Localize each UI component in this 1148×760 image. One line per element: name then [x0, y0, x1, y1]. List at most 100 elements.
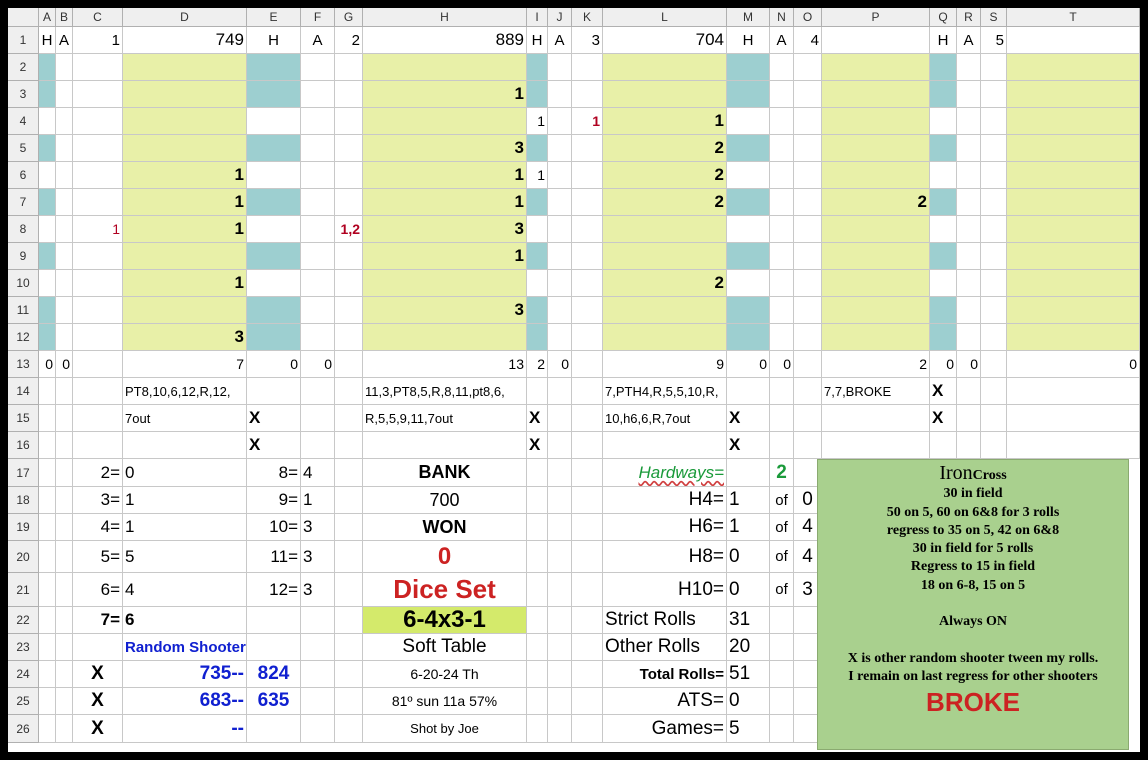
column-header-l[interactable]: L — [603, 8, 727, 27]
cell-n12[interactable] — [770, 324, 794, 351]
cell-s7[interactable] — [981, 189, 1007, 216]
cell-l11[interactable] — [603, 297, 727, 324]
cell-l8[interactable] — [603, 216, 727, 243]
cell-m12[interactable] — [727, 324, 770, 351]
stat-strict-label[interactable]: Strict Rolls — [603, 607, 727, 634]
cell-f2[interactable] — [301, 54, 335, 81]
value-h11[interactable]: 3 — [363, 297, 527, 324]
column-header-a[interactable]: A — [39, 8, 56, 27]
count-value[interactable]: 1 — [123, 487, 247, 514]
cell-m17[interactable] — [727, 459, 770, 487]
cell-i9[interactable] — [527, 243, 548, 270]
cell-r9[interactable] — [957, 243, 981, 270]
total-d[interactable]: 7 — [123, 351, 247, 378]
cell-a5[interactable] — [39, 135, 56, 162]
cell-o15[interactable] — [794, 405, 822, 432]
cell-l16[interactable] — [603, 432, 727, 459]
count-label[interactable]: 9= — [247, 487, 301, 514]
cell-k5[interactable] — [572, 135, 603, 162]
cell-e12[interactable] — [247, 324, 301, 351]
cell-j26[interactable] — [548, 715, 572, 743]
hardway-label[interactable]: H4= — [603, 487, 727, 514]
hardways-label[interactable]: Hardways= — [603, 459, 727, 487]
cell-o8[interactable] — [794, 216, 822, 243]
roll-sequence-d15[interactable]: 7out — [123, 405, 247, 432]
row-header-14[interactable]: 14 — [8, 378, 39, 405]
cell-i19[interactable] — [527, 514, 548, 541]
cell-s15[interactable] — [981, 405, 1007, 432]
cell-f10[interactable] — [301, 270, 335, 297]
cell-n26[interactable] — [770, 715, 794, 743]
cell-e2[interactable] — [247, 54, 301, 81]
cell-j3[interactable] — [548, 81, 572, 108]
center-bank[interactable]: 700 — [363, 487, 527, 514]
cell-o12[interactable] — [794, 324, 822, 351]
cell-j22[interactable] — [548, 607, 572, 634]
cell-c3[interactable] — [73, 81, 123, 108]
cell-j21[interactable] — [548, 573, 572, 607]
value-c8[interactable]: 1 — [73, 216, 123, 243]
random-shooter-label[interactable]: Random Shooter — [123, 634, 247, 661]
cell-i12[interactable] — [527, 324, 548, 351]
cell-m6[interactable] — [727, 162, 770, 189]
cell-n16[interactable] — [770, 432, 794, 459]
cell-k19[interactable] — [572, 514, 603, 541]
cell-b9[interactable] — [56, 243, 73, 270]
cell-r6[interactable] — [957, 162, 981, 189]
cell-s8[interactable] — [981, 216, 1007, 243]
cell-t6[interactable] — [1007, 162, 1140, 189]
cell-a14[interactable] — [39, 378, 56, 405]
cell-i3[interactable] — [527, 81, 548, 108]
cell-o10[interactable] — [794, 270, 822, 297]
total-e[interactable]: 0 — [247, 351, 301, 378]
column-header-n[interactable]: N — [770, 8, 794, 27]
cell-o2[interactable] — [794, 54, 822, 81]
cell-o16[interactable] — [794, 432, 822, 459]
cell-s9[interactable] — [981, 243, 1007, 270]
cell-i11[interactable] — [527, 297, 548, 324]
cell-i25[interactable] — [527, 688, 548, 715]
total-m[interactable]: 0 — [727, 351, 770, 378]
cell-b17[interactable] — [56, 459, 73, 487]
cell-m9[interactable] — [727, 243, 770, 270]
cell-a6[interactable] — [39, 162, 56, 189]
cell-q12[interactable] — [930, 324, 957, 351]
cell-d4[interactable] — [123, 108, 247, 135]
cell-n6[interactable] — [770, 162, 794, 189]
row-header-10[interactable]: 10 — [8, 270, 39, 297]
cell-g13[interactable] — [335, 351, 363, 378]
cell-g2[interactable] — [335, 54, 363, 81]
value-d6[interactable]: 1 — [123, 162, 247, 189]
cell-c6[interactable] — [73, 162, 123, 189]
row1-d[interactable]: 749 — [123, 27, 247, 54]
cell-t4[interactable] — [1007, 108, 1140, 135]
row1-q[interactable]: H — [930, 27, 957, 54]
count-value[interactable]: 0 — [123, 459, 247, 487]
cell-g26[interactable] — [335, 715, 363, 743]
column-header-i[interactable]: I — [527, 8, 548, 27]
count-label[interactable]: 3= — [73, 487, 123, 514]
cell-c23[interactable] — [73, 634, 123, 661]
cell-f9[interactable] — [301, 243, 335, 270]
cell-i26[interactable] — [527, 715, 548, 743]
cell-s5[interactable] — [981, 135, 1007, 162]
cell-i5[interactable] — [527, 135, 548, 162]
cell-a18[interactable] — [39, 487, 56, 514]
column-header-h[interactable]: H — [363, 8, 527, 27]
cell-o6[interactable] — [794, 162, 822, 189]
cell-e26[interactable] — [247, 715, 301, 743]
cell-f16[interactable] — [301, 432, 335, 459]
cell-t10[interactable] — [1007, 270, 1140, 297]
cell-n4[interactable] — [770, 108, 794, 135]
cell-p5[interactable] — [822, 135, 930, 162]
cell-n10[interactable] — [770, 270, 794, 297]
random-shooter-x[interactable]: X — [73, 661, 123, 688]
cell-c7[interactable] — [73, 189, 123, 216]
cell-q9[interactable] — [930, 243, 957, 270]
cell-g14[interactable] — [335, 378, 363, 405]
cell-a7[interactable] — [39, 189, 56, 216]
row-header-13[interactable]: 13 — [8, 351, 39, 378]
cell-p3[interactable] — [822, 81, 930, 108]
cell-k2[interactable] — [572, 54, 603, 81]
cell-o13[interactable] — [794, 351, 822, 378]
